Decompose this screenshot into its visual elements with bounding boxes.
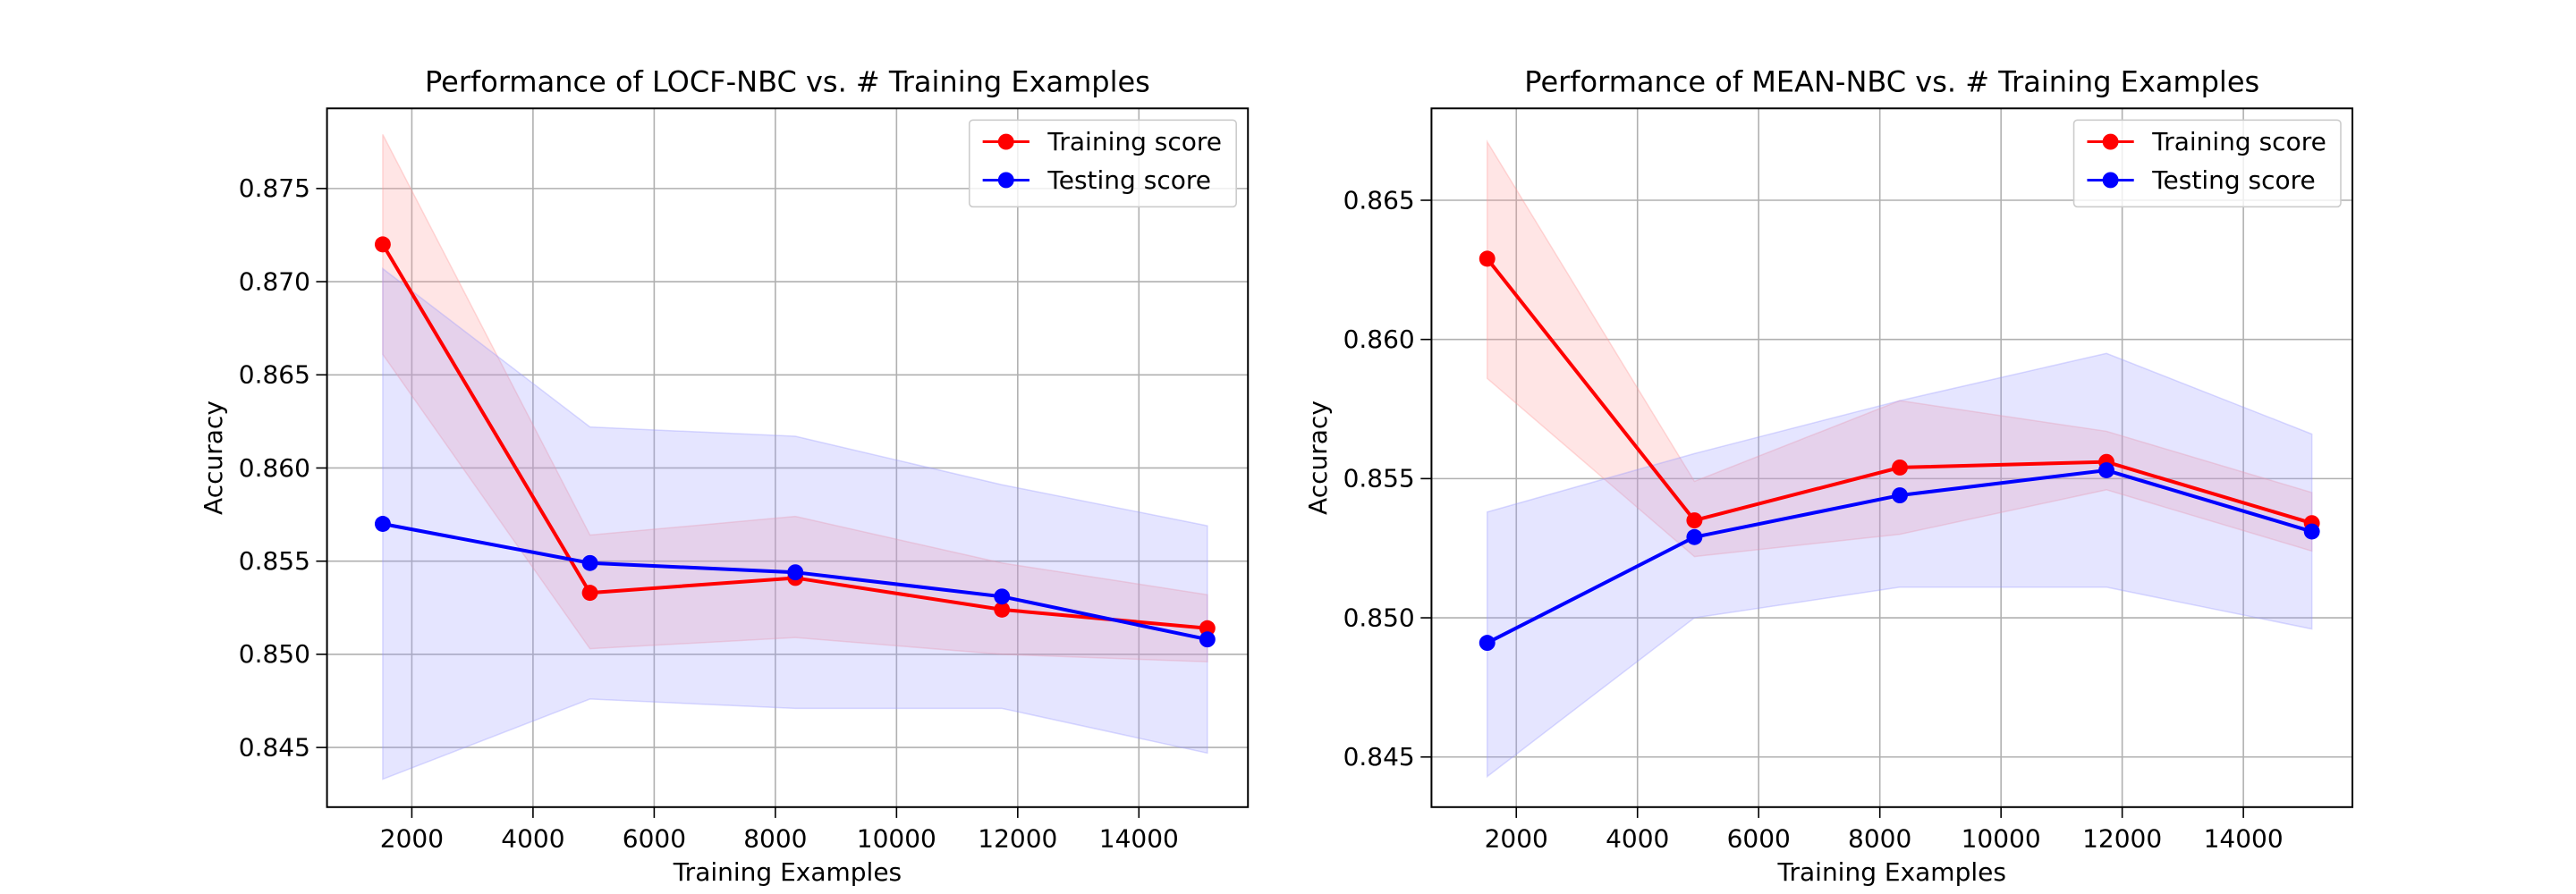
panel-1-x-tick-label: 10000 bbox=[1962, 824, 2041, 854]
panel-1-y-tick-label: 0.845 bbox=[1343, 742, 1415, 772]
panel-1-x-tick-label: 4000 bbox=[1606, 824, 1669, 854]
panel-1-plot-area bbox=[1479, 139, 2320, 779]
panel-0-y-tick-label: 0.875 bbox=[239, 173, 310, 203]
panel-1-data-point-1 bbox=[2303, 523, 2320, 540]
panel-1-y-tick-label: 0.855 bbox=[1343, 464, 1415, 493]
panel-1-data-point-1 bbox=[1892, 487, 1908, 504]
panel-0-y-tick-label: 0.850 bbox=[239, 639, 310, 669]
panel-0-y-axis-label: Accuracy bbox=[199, 401, 228, 515]
chart-panel-locf-nbc: 2000 4000 6000 8000 10000 12000 14000 0.845 0.85… bbox=[199, 65, 1250, 887]
panel-1-x-tick-label: 14000 bbox=[2204, 824, 2284, 854]
panel-0-legend-label-1: Testing score bbox=[1046, 165, 1211, 195]
panel-0-y-tick-label: 0.845 bbox=[239, 732, 310, 762]
panel-1-legend-label-0: Training score bbox=[2151, 127, 2326, 156]
panel-0-data-point-1 bbox=[581, 554, 598, 571]
panel-1-x-axis-label: Training Examples bbox=[1777, 857, 2006, 887]
panel-0-data-point-0 bbox=[374, 236, 391, 253]
panel-0-x-axis-label: Training Examples bbox=[673, 857, 902, 887]
panel-0-y-tick-label: 0.855 bbox=[239, 546, 310, 576]
panel-0-data-point-0 bbox=[581, 585, 598, 602]
panel-0-y-tick-label: 0.870 bbox=[239, 266, 310, 296]
panel-0-chart-title: Performance of LOCF-NBC vs. # Training E… bbox=[425, 65, 1150, 99]
panel-0-x-tick-label: 4000 bbox=[501, 824, 564, 854]
panel-1-axes-frame bbox=[1430, 107, 2354, 808]
panel-1-x-tick-label: 8000 bbox=[1848, 824, 1911, 854]
panel-0-legend-label-0: Training score bbox=[1046, 127, 1222, 156]
panel-1-legend-marker-1 bbox=[2102, 172, 2119, 189]
panel-0-y-tick-label: 0.860 bbox=[239, 453, 310, 483]
panel-0-x-tick-label: 10000 bbox=[857, 824, 936, 854]
panel-1-data-point-1 bbox=[1686, 528, 1703, 545]
panel-0-data-point-1 bbox=[1199, 631, 1216, 648]
panel-0-data-point-0 bbox=[1199, 620, 1216, 637]
panel-0-confidence-band-1 bbox=[382, 266, 1208, 780]
panel-0-x-tick-label: 12000 bbox=[978, 824, 1057, 854]
panel-1-x-tick-label: 2000 bbox=[1485, 824, 1548, 854]
panel-1-legend-label-1: Testing score bbox=[2151, 165, 2316, 195]
panel-1-y-tick-label: 0.850 bbox=[1343, 603, 1415, 632]
panel-1-data-point-0 bbox=[1479, 250, 1496, 267]
panel-1-legend-marker-0 bbox=[2102, 133, 2119, 150]
panel-0-data-point-0 bbox=[994, 601, 1011, 618]
panel-0-data-point-1 bbox=[994, 588, 1011, 605]
panel-0-data-point-1 bbox=[374, 516, 391, 532]
panel-1-confidence-band-0 bbox=[1486, 139, 2313, 558]
panel-0-legend: Training score Testing score bbox=[968, 119, 1237, 208]
panel-1-data-point-1 bbox=[2098, 462, 2114, 478]
panel-1-y-tick-label: 0.865 bbox=[1343, 185, 1415, 215]
panel-0-plot-area bbox=[374, 134, 1216, 780]
panel-1-chart-title: Performance of MEAN-NBC vs. # Training E… bbox=[1524, 65, 2259, 99]
panel-0-y-tick-label: 0.865 bbox=[239, 360, 310, 390]
panel-1-legend-box bbox=[2072, 119, 2342, 208]
panel-0-x-tick-label: 14000 bbox=[1099, 824, 1179, 854]
panel-0-axes-frame bbox=[326, 107, 1250, 808]
panel-0-legend-marker-1 bbox=[997, 172, 1014, 189]
panel-1-data-point-1 bbox=[1479, 635, 1496, 652]
panel-1-x-tick-label: 6000 bbox=[1727, 824, 1791, 854]
panel-1-y-tick-label: 0.860 bbox=[1343, 325, 1415, 354]
chart-panel-mean-nbc: 2000 4000 6000 8000 10000 12000 14000 0.845 0.85… bbox=[1303, 65, 2354, 887]
panel-1-x-tick-label: 12000 bbox=[2082, 824, 2162, 854]
panel-0-x-tick-label: 6000 bbox=[623, 824, 686, 854]
panel-0-data-point-1 bbox=[787, 564, 804, 581]
panel-0-x-tick-label: 8000 bbox=[743, 824, 807, 854]
panel-1-legend: Training score Testing score bbox=[2072, 119, 2342, 208]
panel-0-legend-marker-0 bbox=[997, 133, 1014, 150]
panel-0-legend-box bbox=[968, 119, 1237, 208]
panel-0-x-tick-label: 2000 bbox=[380, 824, 444, 854]
panel-1-y-axis-label: Accuracy bbox=[1303, 401, 1333, 515]
panel-1-data-point-0 bbox=[1892, 459, 1908, 476]
panel-1-data-point-0 bbox=[1686, 512, 1703, 529]
